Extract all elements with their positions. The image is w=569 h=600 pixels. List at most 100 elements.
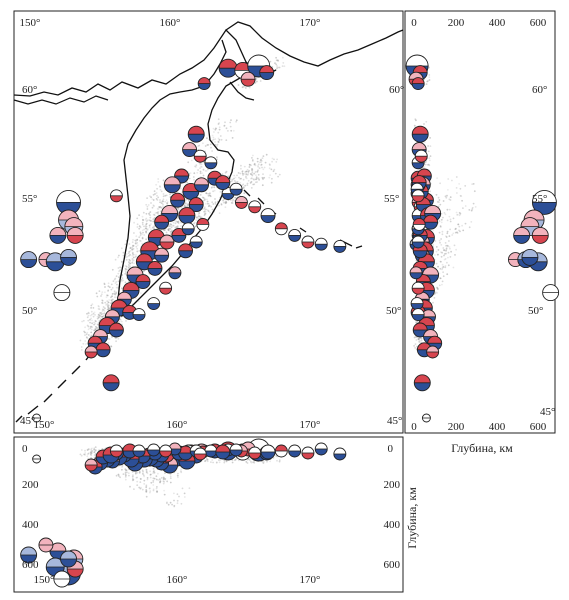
seismic-event-dot: [452, 232, 455, 235]
seismic-event-dot: [471, 208, 474, 211]
seismic-event-dot: [87, 314, 90, 317]
seismic-event-dot: [98, 316, 100, 318]
seismic-event-dot: [185, 205, 188, 208]
seismic-event-dot: [246, 182, 249, 185]
seismic-event-dot: [134, 472, 137, 475]
seismic-event-dot: [470, 221, 473, 223]
focal-mechanism-symbol: [189, 235, 203, 249]
seismic-event-dot: [144, 227, 147, 230]
seismic-event-dot: [151, 227, 154, 229]
mechanism-lower-half: [412, 134, 429, 143]
seismic-event-dot: [134, 239, 137, 242]
mechanism-outline: [234, 195, 248, 209]
seismic-event-dot: [132, 253, 135, 256]
focal-mechanism-symbol: [423, 214, 439, 230]
seismic-event-dot: [146, 472, 149, 475]
seismic-event-dot: [437, 249, 440, 251]
seismic-event-dot: [167, 228, 170, 231]
seismic-event-dot: [435, 193, 438, 196]
seismic-event-dot: [169, 223, 172, 226]
seismic-event-dot: [101, 448, 104, 450]
seismic-event-dot: [90, 310, 93, 313]
seismic-event-dot: [166, 480, 169, 483]
seismic-event-dot: [429, 155, 432, 158]
seismic-event-dot: [101, 310, 104, 312]
seismic-event-dot: [428, 74, 431, 76]
seismic-event-dot: [452, 266, 455, 269]
seismic-event-dot: [149, 470, 152, 473]
seismic-event-dot: [114, 293, 117, 296]
seismic-event-dot: [240, 177, 242, 180]
seismic-event-dot: [419, 342, 421, 344]
seismic-event-dot: [150, 228, 152, 231]
seismic-event-dot: [274, 62, 276, 65]
seismic-event-dot: [108, 286, 111, 289]
seismic-event-dot: [149, 219, 152, 222]
focal-mechanism-symbol: [170, 192, 186, 208]
seismic-event-dot: [125, 320, 127, 322]
seismic-event-dot: [145, 212, 148, 215]
seismic-event-dot: [167, 229, 170, 232]
seismic-event-dot: [124, 273, 127, 275]
seismic-event-dot: [195, 216, 198, 219]
seismic-event-dot: [113, 278, 116, 281]
seismic-event-dot: [114, 282, 117, 284]
seismic-event-dot: [156, 194, 158, 197]
seismic-event-dot: [91, 303, 94, 306]
seismic-event-dot: [145, 231, 148, 234]
seismic-event-dot: [447, 245, 449, 247]
mechanism-upper-half: [46, 252, 65, 262]
seismic-event-dot: [276, 459, 278, 462]
focal-mechanism-symbol: [411, 308, 425, 322]
seismic-event-dot: [456, 214, 458, 216]
mechanism-upper-half: [103, 374, 120, 383]
focal-mechanism-symbol: [204, 444, 218, 458]
focal-mechanism-symbol: [53, 570, 71, 588]
seismic-event-dot: [271, 160, 273, 163]
seismic-event-dot: [118, 320, 121, 323]
seismic-event-dot: [89, 314, 92, 317]
seismic-event-dot: [232, 178, 234, 181]
seismic-event-dot: [218, 139, 221, 141]
seismic-event-dot: [196, 171, 199, 174]
seismic-event-dot: [193, 172, 196, 175]
seismic-event-dot: [420, 337, 423, 340]
seismic-event-dot: [107, 301, 110, 304]
seismic-event-dot: [458, 211, 461, 214]
seismic-event-dot: [205, 170, 208, 172]
seismic-event-dot: [131, 261, 134, 264]
seismic-event-dot: [257, 173, 260, 176]
seismic-event-dot: [235, 120, 238, 123]
seismic-event-dot: [454, 254, 456, 256]
seismic-event-dot: [138, 239, 141, 242]
seismic-event-dot: [247, 170, 250, 173]
seismic-event-dot: [439, 277, 442, 280]
seismic-event-dot: [167, 228, 170, 231]
seismic-event-dot: [233, 180, 236, 182]
seismic-event-dot: [415, 336, 417, 338]
focal-mechanism-symbol: [542, 284, 560, 302]
focal-mechanism-symbol: [178, 207, 196, 225]
seismic-event-dot: [447, 264, 450, 267]
seismic-event-dot: [437, 253, 439, 256]
seismic-event-dot: [143, 479, 146, 482]
seismic-event-dot: [84, 331, 86, 334]
seismic-event-dot: [107, 304, 109, 306]
depth-lat-panel: 0 200 400 600 0 200 400 600 60° 55° 50° …: [384, 10, 560, 455]
seismic-event-dot: [101, 299, 104, 302]
seismic-event-dot: [106, 305, 109, 307]
seismic-event-dot: [236, 181, 239, 183]
seismic-event-dot: [260, 164, 262, 167]
seismic-event-dot: [102, 312, 104, 315]
seismic-event-dot: [166, 202, 168, 204]
seismic-event-dot: [428, 66, 430, 69]
seismic-event-dot: [119, 316, 122, 318]
focal-mechanism-symbol: [60, 248, 77, 266]
seismic-event-dot: [160, 202, 163, 205]
mechanism-upper-half: [301, 236, 314, 242]
seismic-event-dot: [121, 261, 123, 263]
seismic-event-dot: [136, 217, 139, 220]
mechanism-upper-half: [275, 222, 288, 229]
mechanism-upper-half: [241, 72, 256, 80]
seismic-event-dot: [441, 283, 443, 286]
